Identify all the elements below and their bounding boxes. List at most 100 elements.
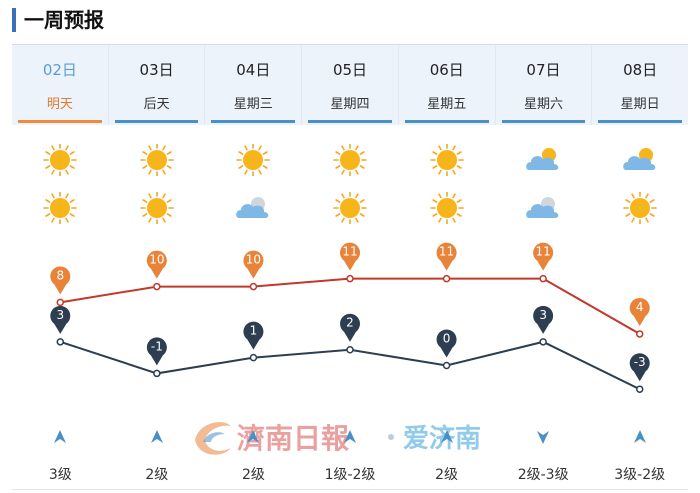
day-date: 03日 xyxy=(139,61,174,79)
wind-level: 1级-2级 xyxy=(324,467,376,483)
temp-value-label: 2 xyxy=(346,316,354,330)
day-tab-0[interactable]: 02日 明天 xyxy=(12,45,109,125)
section-header: 一周预报 xyxy=(0,0,700,45)
day-label: 星期六 xyxy=(523,97,563,112)
header-accent-bar xyxy=(12,8,16,32)
high-temp-point: 11 xyxy=(436,242,457,283)
low-temp-point: 1 xyxy=(243,321,264,362)
temp-value-label: 0 xyxy=(443,332,451,346)
day-label: 后天 xyxy=(143,97,170,112)
sunny-icon xyxy=(40,191,80,225)
day-tab-4[interactable]: 06日 星期五 xyxy=(399,45,496,125)
high-temp-point: 11 xyxy=(533,242,554,283)
temp-value-label: 10 xyxy=(246,253,261,267)
sunny-icon xyxy=(137,191,177,225)
low-temp-point: -1 xyxy=(146,337,167,378)
wind-item: 2级-3级 xyxy=(495,420,591,483)
wind-direction-icon xyxy=(440,430,453,443)
tab-underline xyxy=(211,120,296,123)
wind-item: 3级 xyxy=(12,420,108,483)
day-label: 星期五 xyxy=(427,97,467,112)
sunny-icon xyxy=(427,191,467,225)
high-temp-point: 10 xyxy=(146,250,167,291)
day-tab-5[interactable]: 07日 星期六 xyxy=(496,45,593,125)
wind-direction-icon xyxy=(150,430,163,443)
wind-direction-icon xyxy=(537,431,550,444)
wind-level: 2级 xyxy=(435,467,459,483)
wind-item: 2级 xyxy=(109,420,205,483)
wind-item: 1级-2级 xyxy=(302,420,398,483)
temp-value-label: 3 xyxy=(539,308,547,322)
day-tab-2[interactable]: 04日 星期三 xyxy=(205,45,303,125)
temperature-chart: 8 10 10 11 11 11 4 3 -1 1 2 0 3 -3 xyxy=(50,242,650,393)
day-tab-6[interactable]: 08日 星期日 xyxy=(592,45,688,125)
sunny-icon xyxy=(330,191,370,225)
wind-level: 2级-3级 xyxy=(517,467,569,483)
watermark-text-2: 爱济南 xyxy=(403,424,481,454)
wind-level: 2级 xyxy=(241,467,265,483)
day-tab-3[interactable]: 05日 星期四 xyxy=(302,45,399,125)
footer-divider xyxy=(12,489,688,490)
sunny-icon xyxy=(233,143,273,177)
cloudy-icon xyxy=(523,192,563,224)
tab-underline xyxy=(308,120,392,123)
temp-value-label: -1 xyxy=(151,339,163,353)
tab-underline xyxy=(18,120,102,123)
high-temp-point: 10 xyxy=(243,250,264,291)
weather-icon-grid xyxy=(12,140,688,230)
wind-direction-icon xyxy=(54,430,67,443)
day-date: 02日 xyxy=(42,61,77,79)
day-label: 星期三 xyxy=(233,97,273,112)
day-label: 星期四 xyxy=(330,97,370,112)
temp-value-label: 3 xyxy=(56,308,64,322)
temp-value-label: 8 xyxy=(56,268,64,282)
high-temp-point: 4 xyxy=(629,297,650,338)
sunny-icon xyxy=(620,191,660,225)
low-temp-point: 2 xyxy=(340,313,360,354)
tab-underline xyxy=(114,120,199,123)
wind-direction-icon xyxy=(247,430,260,443)
low-temp-point: 3 xyxy=(533,305,554,346)
tab-underline xyxy=(404,120,489,123)
temp-value-label: 4 xyxy=(636,300,644,314)
temp-value-label: 1 xyxy=(250,324,258,338)
day-date: 07日 xyxy=(526,61,561,79)
day-tab-1[interactable]: 03日 后天 xyxy=(109,45,206,125)
day-label: 星期日 xyxy=(620,97,660,112)
temp-value-label: 11 xyxy=(536,245,551,259)
sunny-icon xyxy=(330,143,370,177)
wind-item: 3级-2级 xyxy=(592,420,688,483)
high-temp-point: 8 xyxy=(50,266,71,307)
temp-value-label: 11 xyxy=(439,245,454,259)
tab-underline xyxy=(501,120,586,123)
temp-value-label: -3 xyxy=(634,355,646,369)
sunny-icon xyxy=(40,143,80,177)
tab-underline xyxy=(598,120,683,123)
day-date: 05日 xyxy=(332,61,368,79)
day-tabs: 02日 明天 03日 后天 04日 星期三 05日 星期四 06日 星期五 07… xyxy=(12,45,688,125)
temp-value-label: 11 xyxy=(342,245,357,259)
wind-direction-icon xyxy=(344,430,356,443)
high-temp-point: 11 xyxy=(340,242,360,283)
wind-item: 2级 xyxy=(205,420,301,483)
wind-row: 3级 2级 2级 1级-2级 2级 2级-3级 3级-2级 xyxy=(12,420,688,490)
low-temp-point: 3 xyxy=(50,305,71,346)
header-divider xyxy=(12,44,688,45)
wind-level: 3级 xyxy=(48,467,72,483)
low-temp-point: 0 xyxy=(436,329,457,370)
section-title: 一周预报 xyxy=(24,8,104,32)
wind-item: 2级 xyxy=(399,420,495,483)
temp-value-label: 10 xyxy=(149,253,164,267)
partly-cloudy-icon xyxy=(523,144,563,176)
sunny-icon xyxy=(427,143,467,177)
day-date: 04日 xyxy=(236,61,271,79)
wind-level: 3级-2级 xyxy=(614,467,666,483)
wind-direction-icon xyxy=(633,430,646,443)
day-label: 明天 xyxy=(46,97,73,112)
low-temp-point: -3 xyxy=(629,353,650,393)
day-date: 08日 xyxy=(623,61,658,79)
partly-cloudy-icon xyxy=(620,144,660,176)
cloudy-icon xyxy=(233,192,273,224)
wind-level: 2级 xyxy=(145,467,169,483)
day-date: 06日 xyxy=(429,61,464,79)
